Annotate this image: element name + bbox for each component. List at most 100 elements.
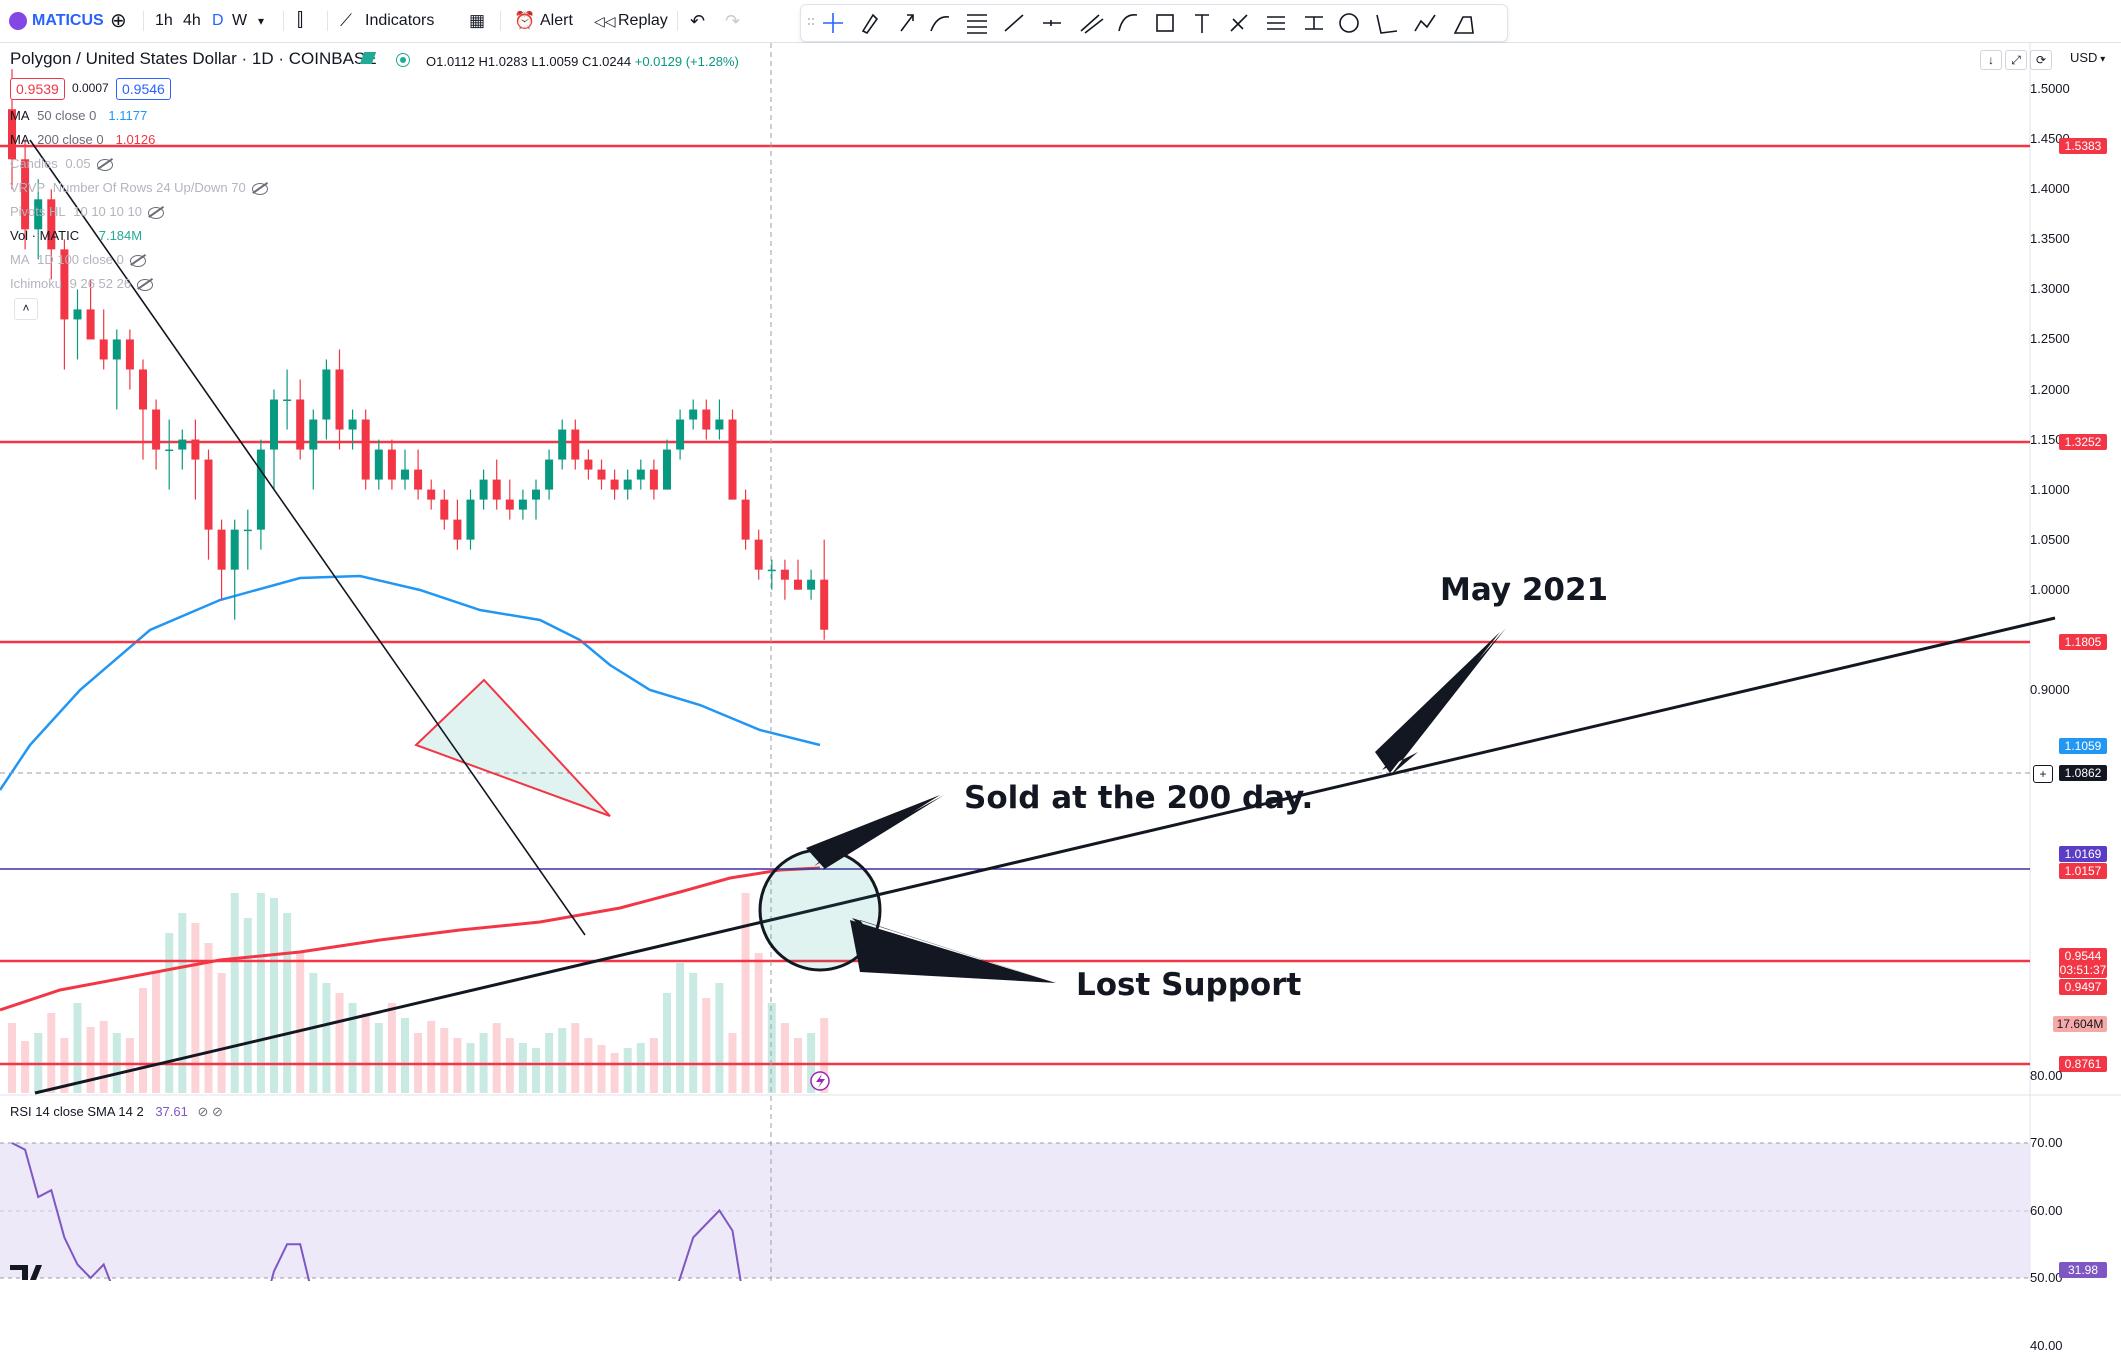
matic-logo-icon bbox=[9, 12, 27, 30]
candlestick bbox=[47, 189, 56, 280]
horizontal-support-lines[interactable] bbox=[0, 144, 2030, 1066]
arrow-tool-icon[interactable] bbox=[900, 14, 914, 32]
annotation-sold-200-day[interactable]: Sold at the 200 day. bbox=[964, 780, 1314, 816]
candles-style-icon[interactable]: ⫿ bbox=[297, 10, 304, 31]
parallel-channel-icon[interactable] bbox=[1080, 14, 1104, 34]
indicators-icon[interactable]: ⟋ bbox=[340, 11, 352, 30]
hidden-eye-icon[interactable] bbox=[129, 254, 146, 267]
ohlc-values: O1.0112 H1.0283 L1.0059 C1.0244 +0.0129 … bbox=[426, 54, 739, 69]
alert-button[interactable]: Alert bbox=[540, 12, 573, 29]
alert-clock-icon[interactable]: ⏰ bbox=[514, 11, 536, 30]
templates-grid-icon[interactable]: ▦ bbox=[469, 11, 486, 30]
triangle-pattern-drawing[interactable] bbox=[414, 678, 611, 817]
candlesticks bbox=[8, 69, 829, 640]
indicator-legend-row[interactable]: MA 1D 100 close 0 bbox=[10, 252, 146, 267]
hidden-eye-icon[interactable] bbox=[147, 206, 164, 219]
downtrend-line-drawing[interactable] bbox=[29, 139, 586, 936]
add-symbol-icon[interactable]: ⊕ bbox=[110, 10, 127, 32]
volume-bar bbox=[702, 998, 711, 1093]
fib-lines-icon[interactable] bbox=[967, 14, 987, 34]
maximize-pane-icon[interactable]: ⤢ bbox=[2005, 50, 2027, 70]
drawing-tools-icons bbox=[808, 13, 1474, 35]
candlestick bbox=[414, 449, 423, 500]
indicator-legend-row[interactable]: MA 200 close 0 1.0126 bbox=[10, 132, 155, 147]
scroll-down-arrow-icon[interactable]: ↓ bbox=[1980, 50, 2002, 70]
candlestick bbox=[780, 559, 789, 600]
price-tag: 03:51:37 bbox=[2059, 962, 2107, 978]
sell-price-button[interactable]: 0.9539 bbox=[10, 78, 65, 100]
currency-selector[interactable]: USD ▾ bbox=[2070, 50, 2106, 65]
volume-bar bbox=[256, 893, 265, 1093]
candlestick bbox=[807, 569, 816, 600]
annotation-lost-support[interactable]: Lost Support bbox=[1076, 967, 1302, 1003]
interval-1h-button[interactable]: 1h bbox=[155, 12, 173, 29]
indicator-name: MA bbox=[10, 252, 30, 267]
uptrend-line-drawing[interactable] bbox=[34, 616, 2056, 1095]
price-axis-tick: 1.2500 bbox=[2030, 331, 2070, 347]
indicator-value: 1.1177 bbox=[108, 108, 148, 123]
curve-tool-icon[interactable] bbox=[1118, 14, 1138, 32]
price-chart[interactable] bbox=[0, 0, 2121, 1281]
path-tool-icon[interactable] bbox=[930, 15, 950, 32]
rectangle-tool-icon[interactable] bbox=[1156, 14, 1174, 32]
forecast-tool-icon[interactable] bbox=[1267, 16, 1285, 30]
rsi-settings-icon[interactable]: ⊘ ⊘ bbox=[197, 1104, 223, 1119]
candlestick bbox=[191, 419, 200, 500]
position-tool-icon[interactable] bbox=[1305, 16, 1323, 30]
collapse-legend-chevron-icon[interactable]: ˄ bbox=[14, 298, 38, 320]
indicators-button[interactable]: Indicators bbox=[365, 12, 435, 29]
add-price-plus-icon[interactable]: + bbox=[2033, 765, 2053, 783]
indicator-params: 50 close 0 bbox=[33, 108, 97, 123]
volume-bar bbox=[204, 943, 213, 1093]
interval-w-button[interactable]: W bbox=[232, 12, 248, 29]
undo-icon[interactable]: ↶ bbox=[690, 11, 706, 31]
hidden-eye-icon[interactable] bbox=[137, 278, 154, 291]
interval-dropdown-chevron-icon[interactable]: ▾ bbox=[258, 14, 265, 28]
symbol-search-button[interactable]: MATICUS bbox=[32, 12, 104, 29]
text-tool-icon[interactable] bbox=[1195, 14, 1209, 33]
shapes-tool-icon[interactable] bbox=[1453, 16, 1474, 34]
replay-button[interactable]: Replay bbox=[618, 12, 668, 29]
volume-bar bbox=[361, 1013, 370, 1093]
interval-d-button[interactable]: D bbox=[212, 12, 224, 29]
indicator-legend-row[interactable]: Pivots HL 10 10 10 10 bbox=[10, 204, 164, 219]
replay-icon[interactable]: ◁◁ bbox=[594, 13, 616, 29]
horizontal-ray-icon[interactable] bbox=[1043, 20, 1061, 26]
indicator-legend-row[interactable]: Vol · MATIC 7.184M bbox=[10, 228, 142, 243]
trend-line-icon[interactable] bbox=[1004, 14, 1024, 32]
buy-price-button[interactable]: 0.9546 bbox=[116, 78, 171, 100]
indicator-legend-row[interactable]: VRVP Number Of Rows 24 Up/Down 70 bbox=[10, 180, 268, 195]
pane-settings-icon[interactable]: ⟳ bbox=[2030, 50, 2052, 70]
rsi-axis-tick: 70.00 bbox=[2030, 1135, 2063, 1150]
arrow-lost-support-drawing[interactable] bbox=[852, 918, 1056, 983]
volume-bar bbox=[663, 993, 671, 1093]
candlestick bbox=[243, 509, 252, 570]
drawing-toolbar bbox=[800, 4, 1508, 42]
circle-tool-icon[interactable] bbox=[1339, 13, 1359, 33]
crosshair-icon[interactable] bbox=[823, 13, 843, 33]
volume-bar bbox=[715, 983, 724, 1093]
redo-icon[interactable]: ↷ bbox=[725, 11, 741, 31]
indicator-legend-row[interactable]: Ichimoku 9 26 52 26 bbox=[10, 276, 154, 291]
annotation-may-2021[interactable]: May 2021 bbox=[1440, 572, 1609, 608]
volume-bar bbox=[178, 913, 187, 1093]
price-axis-tick: 1.0000 bbox=[2030, 581, 2070, 597]
hidden-eye-icon[interactable] bbox=[251, 182, 268, 195]
arrow-lost-support-head bbox=[850, 920, 1056, 983]
interval-4h-button[interactable]: 4h bbox=[183, 12, 201, 29]
open-value: O1.0112 bbox=[426, 54, 475, 69]
indicator-legend-row[interactable]: Candles 0.05 bbox=[10, 156, 113, 171]
brush-icon[interactable] bbox=[861, 13, 879, 35]
candlestick bbox=[571, 419, 580, 470]
measure-tool-icon[interactable] bbox=[1230, 14, 1248, 32]
volume-alert-lightning-icon[interactable] bbox=[810, 1071, 830, 1091]
candlestick bbox=[217, 519, 226, 600]
indicator-legend-row[interactable]: MA 50 close 0 1.1177 bbox=[10, 108, 147, 123]
volume-bar bbox=[47, 1013, 56, 1093]
candlestick bbox=[636, 459, 645, 490]
drag-handle-icon[interactable] bbox=[808, 18, 814, 25]
xabcd-pattern-icon[interactable] bbox=[1414, 14, 1436, 32]
hidden-eye-icon[interactable] bbox=[96, 158, 113, 171]
angle-tool-icon[interactable] bbox=[1376, 14, 1398, 34]
volume-bar bbox=[8, 1023, 16, 1093]
